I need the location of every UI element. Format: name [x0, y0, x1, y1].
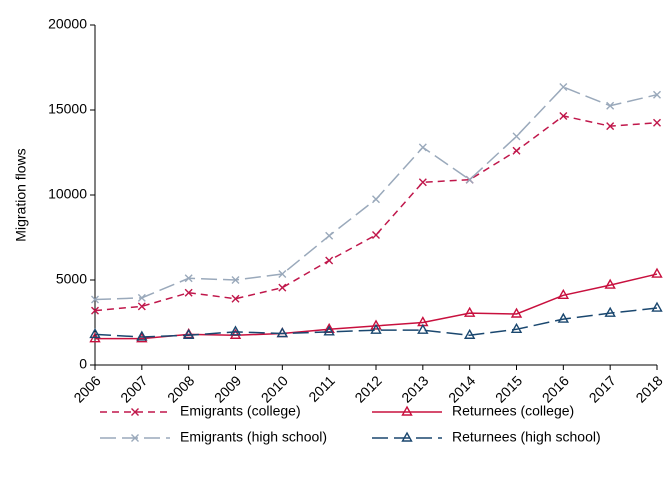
marker	[278, 270, 287, 279]
marker	[606, 122, 615, 131]
y-tick-label: 5000	[56, 271, 87, 287]
x-tick-label: 2011	[305, 372, 338, 405]
marker	[137, 293, 146, 302]
marker	[465, 175, 474, 184]
marker	[401, 431, 413, 442]
x-tick-label: 2018	[632, 372, 665, 405]
marker	[651, 267, 663, 278]
marker	[182, 328, 195, 339]
marker	[325, 256, 334, 265]
marker	[136, 330, 148, 341]
marker	[131, 434, 139, 442]
y-tick-label: 15000	[48, 101, 87, 117]
x-tick-label: 2013	[398, 372, 431, 405]
y-tick-label: 0	[79, 356, 87, 372]
marker	[137, 302, 146, 311]
marker	[231, 276, 240, 284]
x-tick-label: 2016	[539, 372, 572, 405]
marker	[91, 295, 99, 304]
marker	[559, 83, 568, 92]
legend-label: Returnees (high school)	[452, 429, 601, 445]
marker	[463, 328, 476, 339]
series-line	[94, 307, 658, 338]
marker	[91, 306, 99, 315]
marker	[372, 230, 380, 239]
marker	[276, 327, 289, 338]
marker	[606, 101, 615, 110]
marker	[651, 301, 663, 312]
series-line	[94, 115, 658, 312]
marker	[512, 132, 521, 141]
y-axis-label: Migration flows	[13, 148, 29, 241]
legend-label: Emigrants (high school)	[180, 429, 327, 445]
marker	[653, 118, 661, 127]
x-tick-label: 2017	[586, 372, 619, 405]
marker	[184, 288, 193, 297]
y-tick-label: 20000	[48, 16, 87, 32]
series-line	[94, 86, 658, 301]
marker	[510, 307, 523, 318]
marker	[89, 327, 101, 339]
marker	[418, 178, 427, 187]
x-tick-label: 2012	[351, 372, 384, 405]
marker	[418, 143, 427, 152]
marker	[417, 323, 429, 334]
x-tick-label: 2008	[164, 372, 197, 405]
marker	[370, 319, 382, 330]
marker	[604, 278, 616, 289]
marker	[401, 405, 413, 416]
marker	[372, 195, 380, 204]
legend-label: Emigrants (college)	[180, 403, 301, 419]
marker	[512, 146, 521, 155]
x-tick-label: 2010	[258, 372, 291, 405]
marker	[463, 306, 476, 317]
marker	[604, 306, 616, 317]
x-tick-label: 2007	[117, 372, 150, 405]
marker	[231, 294, 240, 303]
x-tick-label: 2006	[70, 372, 103, 405]
marker	[184, 274, 193, 283]
y-tick-label: 10000	[48, 186, 87, 202]
marker	[323, 325, 335, 336]
legend-label: Returnees (college)	[452, 403, 574, 419]
marker	[229, 325, 242, 336]
x-tick-label: 2014	[445, 372, 478, 405]
marker	[278, 283, 287, 292]
marker	[510, 322, 523, 333]
marker	[557, 312, 570, 323]
marker	[370, 323, 382, 334]
marker	[136, 332, 148, 343]
x-tick-label: 2009	[211, 372, 244, 405]
marker	[557, 288, 570, 299]
marker	[325, 231, 334, 240]
x-tick-label: 2015	[492, 372, 525, 405]
marker	[131, 408, 139, 416]
marker	[653, 90, 661, 99]
marker	[559, 111, 568, 120]
